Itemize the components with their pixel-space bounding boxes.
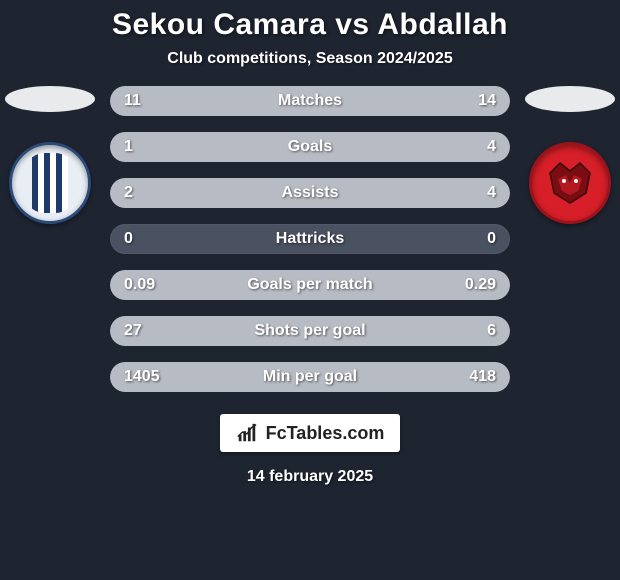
stat-value-left: 0.09 <box>124 276 155 294</box>
club-crest-right <box>529 142 611 224</box>
stat-value-right: 4 <box>487 138 496 156</box>
body-row: 1114Matches14Goals24Assists00Hattricks0.… <box>0 86 620 392</box>
stat-value-left: 27 <box>124 322 142 340</box>
stat-label: Goals <box>288 138 332 156</box>
stat-value-right: 418 <box>469 368 496 386</box>
chart-icon <box>236 422 258 444</box>
club-crest-left <box>9 142 91 224</box>
wolf-icon <box>540 153 600 213</box>
stat-row: 1 4 Goals <box>110 132 510 162</box>
stat-value-left: 2 <box>124 184 133 202</box>
crest-stripes-icon <box>20 153 80 213</box>
stat-row: 2 4 Assists <box>110 178 510 208</box>
stat-value-right: 0 <box>487 230 496 248</box>
stat-label: Shots per goal <box>254 322 365 340</box>
stat-value-right: 4 <box>487 184 496 202</box>
stat-label: Min per goal <box>263 368 357 386</box>
stat-value-right: 6 <box>487 322 496 340</box>
stat-value-right: 0.29 <box>465 276 496 294</box>
stat-bars: 1114Matches14Goals24Assists00Hattricks0.… <box>110 86 510 392</box>
stat-fill-right <box>190 132 510 162</box>
stat-row: 27 6 Shots per goal <box>110 316 510 346</box>
left-side <box>0 86 100 224</box>
subtitle: Club competitions, Season 2024/2025 <box>167 50 452 68</box>
brand-badge[interactable]: FcTables.com <box>220 414 401 452</box>
stat-label: Hattricks <box>276 230 344 248</box>
stat-label: Goals per match <box>247 276 372 294</box>
right-side <box>520 86 620 224</box>
player-shadow-right <box>525 86 615 112</box>
stat-value-left: 11 <box>124 92 141 110</box>
stat-value-left: 0 <box>124 230 133 248</box>
stat-label: Assists <box>282 184 339 202</box>
stat-row: 11 14 Matches <box>110 86 510 116</box>
stat-row: 0 0 Hattricks <box>110 224 510 254</box>
brand-label: FcTables.com <box>266 423 385 444</box>
player-shadow-left <box>5 86 95 112</box>
date-label: 14 february 2025 <box>247 468 373 486</box>
stat-fill-left <box>110 132 190 162</box>
comparison-card: Sekou Camara vs Abdallah Club competitio… <box>0 0 620 580</box>
stat-fill-left <box>110 316 182 346</box>
stat-value-left: 1 <box>124 138 133 156</box>
stat-row: 0.09 0.29 Goals per match <box>110 270 510 300</box>
page-title: Sekou Camara vs Abdallah <box>112 8 508 42</box>
stat-value-left: 1405 <box>124 368 160 386</box>
stat-value-right: 14 <box>478 92 496 110</box>
stat-label: Matches <box>278 92 342 110</box>
stat-row: 1405 418 Min per goal <box>110 362 510 392</box>
